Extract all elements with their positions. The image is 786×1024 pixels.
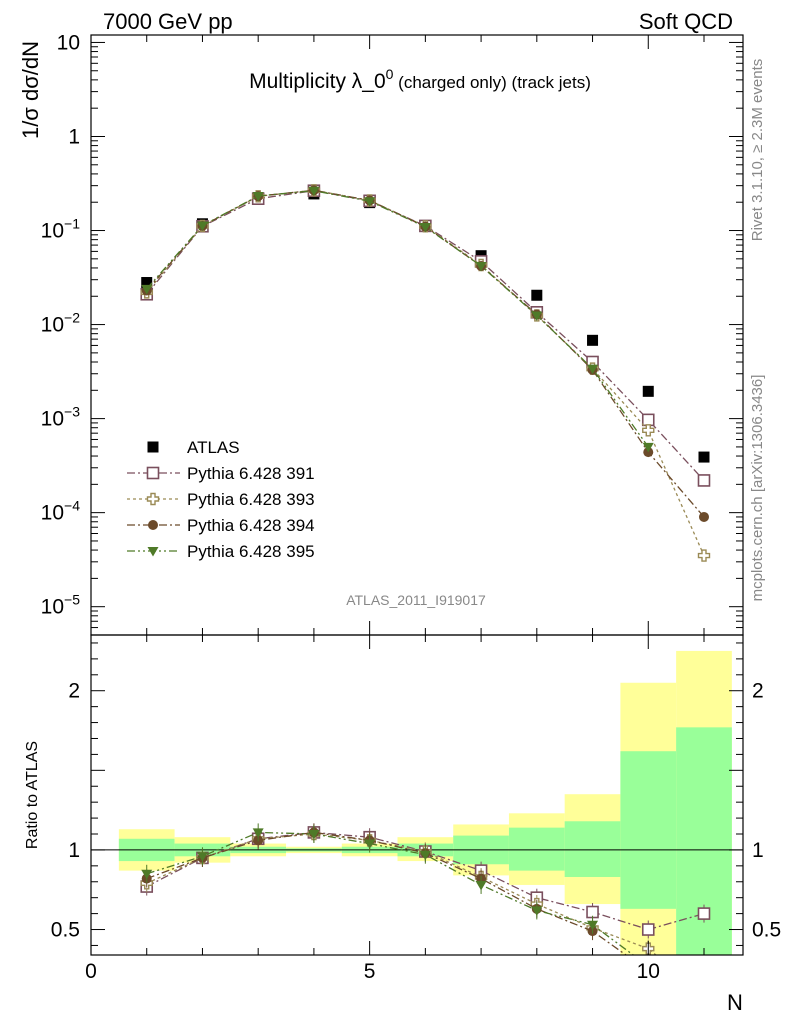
ratio-band-green [564,821,621,877]
legend-label: Pythia 6.428 395 [187,542,315,561]
ratio-point [698,989,709,1000]
mc-point [698,511,709,522]
y-tick-label: 10 [57,31,80,54]
data-point [141,277,153,289]
main-series-line [146,190,705,481]
legend-marker [146,492,160,506]
ratio-band-green [676,727,732,955]
ratio-series-line [146,831,628,955]
ratio-point [641,923,655,936]
legend: ATLAS Pythia 6.428 391 Pythia 6.428 393 Pyt… [127,438,315,561]
ratio-point [697,907,711,920]
ratio-band-green [620,751,677,909]
mc-point [642,424,655,437]
legend-marker [146,466,160,480]
y-tick-label: 10−1 [41,216,81,243]
mc-point [697,474,711,487]
ratio-frame [90,634,744,956]
y-tick-label: 10−4 [41,498,81,525]
x-tick-label: 0 [85,960,97,983]
legend-marker [147,547,159,557]
main-series-layer [140,184,711,562]
ratio-point [587,920,599,931]
legend-label: Pythia 6.428 394 [187,516,315,535]
ratio-y-tick-label: 0.5 [51,919,80,942]
y-tick-label: 1 [68,125,80,148]
x-tick-label: 5 [364,960,376,983]
header-process-label: Soft QCD [639,9,733,34]
ratio-point [308,830,320,840]
main-series-line [146,190,649,448]
ratio-y-tick-label-right: 0.5 [752,919,781,942]
mc-point [697,549,711,562]
y-tick-label: 10−5 [41,592,81,619]
legend-marker [147,441,159,453]
data-point [587,334,599,346]
ratio-point [196,852,208,862]
mc-point [641,413,655,427]
mc-point [531,311,543,321]
analysis-id-label: ATLAS_2011_I919017 [346,592,486,608]
mc-point [252,191,264,202]
x-tick-label: 10 [637,960,660,983]
mc-point [419,223,431,233]
x-axis-label: N [727,990,743,1015]
legend-marker [148,520,158,530]
mc-point [196,221,208,232]
mc-point [642,442,654,453]
ratio-series-line [146,831,635,955]
mcplots-reference-label: mcplots.cern.ch [arXiv:1306.3436] [749,375,766,602]
ratio-point [531,906,543,916]
ratio-series-layer [91,823,743,1000]
y-tick-label: 10−2 [41,310,81,337]
ratio-point [475,880,487,891]
ratio-y-tick-label: 2 [68,680,80,703]
header-energy-label: 7000 GeV pp [103,9,233,34]
data-point [531,289,543,301]
ratio-y-axis-label: Ratio to ATLAS [24,741,41,849]
legend-label: Pythia 6.428 391 [187,464,315,483]
y-tick-label: 10−3 [41,404,81,431]
ratio-point [364,839,376,850]
axes-layer: 0 5 10 10 1 10−1 10−2 10−3 10−4 10−5 0.5 0.5 1 1 2 2 [41,31,782,983]
ratio-point [252,828,264,838]
rivet-version-label: Rivet 3.1.10, ≥ 2.3M events [749,59,766,242]
legend-label: ATLAS [187,438,240,457]
data-point [642,385,654,397]
legend-label: Pythia 6.428 393 [187,490,315,509]
main-y-axis-label: 1/σ dσ/dN [18,41,43,139]
mc-point [308,186,320,197]
ratio-y-tick-label: 1 [68,839,80,862]
ratio-y-tick-label-right: 1 [752,839,764,862]
mc-point [475,261,487,272]
ratio-band-green [508,827,565,871]
ratio-point [699,968,709,978]
ratio-point [141,869,153,880]
ratio-y-tick-label-right: 2 [752,680,764,703]
plot-title: Multiplicity λ_00 (charged only) (track … [249,66,591,93]
ratio-point [419,850,431,861]
data-point [698,451,710,463]
mc-point [141,284,153,295]
mc-point [587,364,599,375]
mc-point [364,197,376,207]
